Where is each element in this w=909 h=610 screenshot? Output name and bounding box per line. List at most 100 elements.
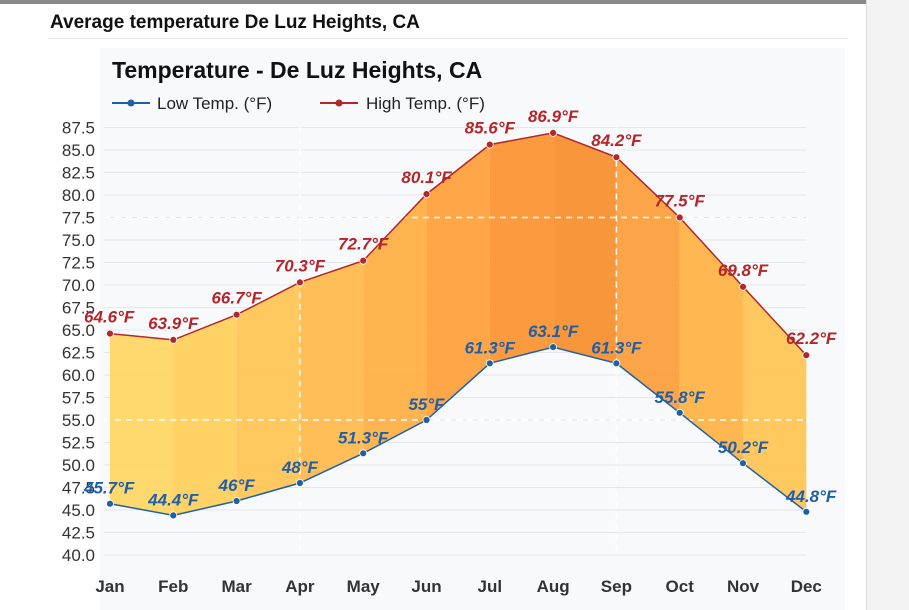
y-tick-label: 80.0	[62, 186, 95, 205]
legend: Low Temp. (°F) High Temp. (°F)	[112, 94, 485, 113]
chart-title: Temperature - De Luz Heights, CA	[112, 57, 482, 83]
high-point-apr[interactable]	[295, 278, 304, 287]
low-point-oct[interactable]	[675, 408, 684, 417]
high-point-oct[interactable]	[675, 213, 684, 222]
low-point-dec[interactable]	[802, 507, 811, 516]
y-tick-label: 57.5	[62, 389, 95, 408]
low-point-may[interactable]	[359, 449, 368, 458]
x-tick-label: Nov	[727, 577, 760, 596]
low-data-label: 51.3°F	[338, 428, 389, 447]
high-data-label: 85.6°F	[465, 119, 516, 138]
high-data-label: 69.8°F	[718, 261, 769, 280]
range-band-oct	[679, 217, 743, 464]
y-tick-label: 72.5	[62, 254, 95, 273]
low-temp-line	[109, 346, 807, 517]
low-data-label: 46°F	[218, 476, 256, 495]
range-band-sep	[616, 157, 680, 413]
y-tick-label: 85.0	[62, 141, 95, 160]
x-tick-label: Feb	[158, 577, 188, 596]
high-temp-line	[109, 132, 807, 356]
y-tick-label: 62.5	[62, 344, 95, 363]
low-data-label: 61.3°F	[591, 338, 642, 357]
low-data-label: 44.8°F	[785, 487, 837, 506]
legend-item-low[interactable]: Low Temp. (°F)	[112, 94, 272, 113]
high-point-aug[interactable]	[549, 128, 557, 137]
high-point-jan[interactable]	[106, 329, 114, 338]
range-band-nov	[743, 286, 807, 512]
low-point-feb[interactable]	[169, 511, 178, 520]
low-point-mar[interactable]	[232, 497, 241, 505]
low-point-jan[interactable]	[106, 499, 114, 508]
x-tick-label: Aug	[537, 577, 570, 596]
y-tick-label: 50.0	[62, 456, 95, 475]
high-data-label: 72.7°F	[338, 235, 389, 254]
low-point-nov[interactable]	[739, 459, 747, 468]
x-tick-label: May	[347, 577, 381, 596]
low-data-label: 45.7°F	[83, 479, 135, 498]
series-lines	[109, 132, 807, 517]
low-data-label: 50.2°F	[718, 438, 769, 457]
x-tick-label: Dec	[791, 577, 822, 596]
high-point-dec[interactable]	[802, 351, 811, 360]
data-labels: 45.7°F 44.4°F 46°F 48°F 51.3°F 55°F 61.3°F 63.1…	[83, 107, 837, 509]
low-data-label: 61.3°F	[465, 338, 516, 357]
low-data-label: 44.4°F	[147, 490, 199, 509]
y-tick-label: 67.5	[62, 299, 95, 318]
high-point-jun[interactable]	[422, 190, 431, 199]
y-tick-label: 42.5	[62, 524, 95, 543]
high-point-nov[interactable]	[739, 282, 747, 291]
range-band-feb	[173, 314, 237, 516]
high-data-label: 66.7°F	[211, 289, 262, 308]
high-point-feb[interactable]	[169, 335, 178, 344]
high-data-label: 80.1°F	[401, 168, 452, 187]
low-data-label: 55.8°F	[655, 388, 706, 407]
high-data-label: 84.2°F	[591, 131, 642, 150]
y-tick-label: 52.5	[62, 434, 95, 453]
legend-high-label: High Temp. (°F)	[366, 94, 485, 113]
x-tick-label: Mar	[221, 577, 252, 596]
y-tick-label: 70.0	[62, 276, 95, 295]
range-band-apr	[299, 260, 364, 483]
y-tick-label: 87.5	[62, 119, 95, 138]
x-tick-label: Apr	[285, 577, 315, 596]
high-point-jul[interactable]	[485, 140, 494, 149]
y-tick-label: 55.0	[62, 411, 95, 430]
range-band-mar	[236, 282, 300, 501]
high-data-label: 63.9°F	[148, 314, 199, 333]
low-point-sep[interactable]	[612, 359, 621, 368]
high-point-sep[interactable]	[612, 153, 621, 162]
range-band-jul	[489, 132, 554, 364]
y-axis-tick-labels: 40.0 42.5 45.0 47.5 50.0 52.5 55.0 57.5 60.0 62.5…	[62, 119, 95, 566]
data-points	[106, 128, 811, 520]
title-divider	[48, 38, 848, 39]
y-tick-label: 60.0	[62, 366, 95, 385]
y-tick-label: 45.0	[62, 501, 95, 520]
x-tick-label: Sep	[601, 577, 632, 596]
page-title: Average temperature De Luz Heights, CA	[50, 12, 420, 33]
high-data-label: 64.6°F	[84, 308, 135, 327]
window-scroll-edge	[866, 0, 909, 610]
legend-high-marker	[335, 99, 343, 107]
range-band-jan	[110, 333, 174, 516]
y-tick-label: 65.0	[62, 321, 95, 340]
legend-item-high[interactable]: High Temp. (°F)	[320, 94, 485, 113]
x-axis-tick-labels: Jan Feb Mar Apr May Jun Jul Aug Sep Oct Nov Dec	[95, 577, 822, 596]
window-top-border	[0, 0, 909, 4]
low-point-jul[interactable]	[485, 359, 494, 368]
low-point-jun[interactable]	[422, 416, 431, 424]
y-tick-label: 82.5	[62, 164, 95, 183]
low-point-apr[interactable]	[295, 479, 304, 487]
low-data-label: 55°F	[408, 395, 445, 414]
x-tick-label: Jul	[478, 577, 503, 596]
high-point-mar[interactable]	[232, 310, 241, 319]
range-band-aug	[553, 132, 617, 364]
low-point-aug[interactable]	[549, 343, 557, 352]
y-tick-label: 40.0	[62, 546, 95, 565]
x-tick-label: Oct	[666, 577, 695, 596]
low-data-label: 63.1°F	[528, 322, 579, 341]
y-tick-label: 77.5	[62, 209, 95, 228]
y-tick-label: 47.5	[62, 479, 95, 498]
high-point-may[interactable]	[359, 256, 368, 265]
range-band-may	[363, 194, 427, 454]
